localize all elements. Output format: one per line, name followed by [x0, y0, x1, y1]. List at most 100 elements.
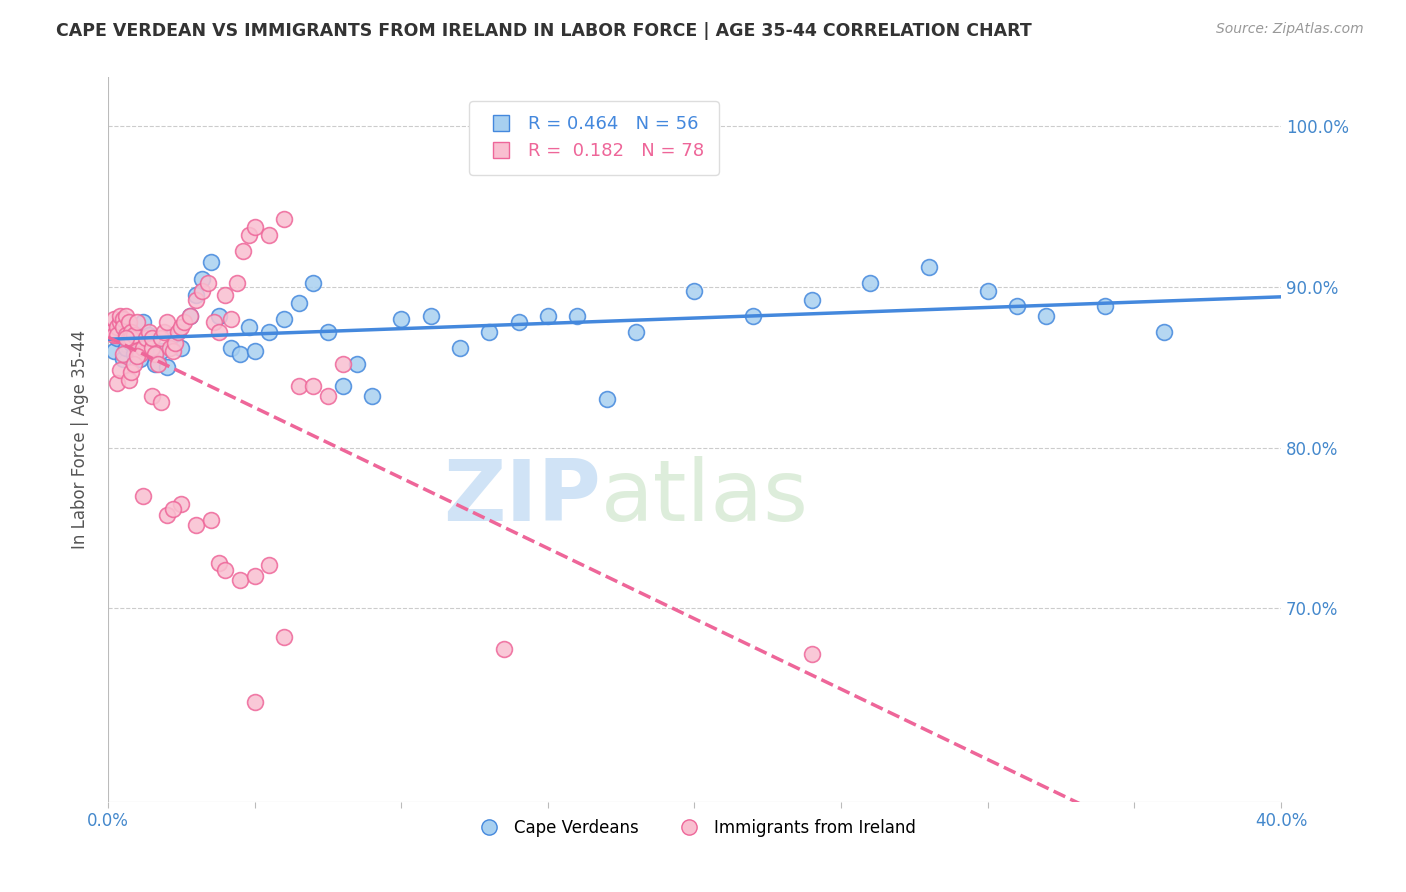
Text: ZIP: ZIP	[443, 456, 600, 539]
Point	[156, 360, 179, 375]
Point	[152, 325, 174, 339]
Point	[162, 343, 184, 358]
Point	[208, 309, 231, 323]
Point	[108, 309, 131, 323]
Point	[287, 379, 309, 393]
Point	[214, 287, 236, 301]
Point	[100, 325, 122, 339]
Point	[419, 309, 441, 323]
Point	[114, 309, 136, 323]
Legend: Cape Verdeans, Immigrants from Ireland: Cape Verdeans, Immigrants from Ireland	[467, 813, 922, 844]
Point	[259, 228, 281, 243]
Point	[132, 489, 155, 503]
Point	[129, 347, 152, 361]
Point	[683, 285, 706, 299]
Point	[111, 311, 134, 326]
Point	[742, 309, 765, 323]
Point	[800, 647, 823, 661]
Point	[111, 319, 134, 334]
Point	[127, 349, 149, 363]
Point	[232, 244, 254, 259]
Point	[191, 271, 214, 285]
Point	[141, 389, 163, 403]
Point	[156, 508, 179, 523]
Point	[170, 497, 193, 511]
Point	[103, 327, 125, 342]
Point	[141, 341, 163, 355]
Point	[332, 379, 354, 393]
Point	[595, 392, 617, 407]
Point	[208, 557, 231, 571]
Point	[219, 311, 242, 326]
Point	[117, 315, 139, 329]
Point	[114, 341, 136, 355]
Point	[184, 293, 207, 307]
Point	[143, 357, 166, 371]
Point	[977, 285, 1000, 299]
Point	[302, 379, 325, 393]
Point	[226, 277, 249, 291]
Point	[200, 255, 222, 269]
Point	[141, 331, 163, 345]
Point	[316, 325, 339, 339]
Point	[105, 331, 128, 345]
Point	[143, 347, 166, 361]
Point	[117, 331, 139, 345]
Point	[117, 373, 139, 387]
Point	[124, 347, 146, 361]
Text: atlas: atlas	[600, 456, 808, 539]
Point	[238, 319, 260, 334]
Point	[105, 319, 128, 334]
Point	[918, 260, 941, 275]
Point	[259, 558, 281, 572]
Point	[273, 212, 295, 227]
Point	[149, 343, 172, 358]
Point	[214, 563, 236, 577]
Point	[567, 309, 589, 323]
Point	[492, 641, 515, 656]
Point	[162, 327, 184, 342]
Point	[124, 327, 146, 342]
Point	[184, 287, 207, 301]
Point	[1153, 325, 1175, 339]
Point	[120, 331, 142, 345]
Point	[229, 347, 252, 361]
Point	[120, 365, 142, 379]
Point	[114, 331, 136, 345]
Point	[135, 331, 157, 345]
Point	[243, 220, 266, 235]
Point	[259, 325, 281, 339]
Point	[103, 343, 125, 358]
Point	[173, 315, 195, 329]
Point	[191, 285, 214, 299]
Point	[111, 347, 134, 361]
Point	[197, 277, 219, 291]
Point	[800, 293, 823, 307]
Point	[105, 327, 128, 342]
Point	[478, 325, 501, 339]
Point	[100, 325, 122, 339]
Point	[120, 335, 142, 350]
Point	[346, 357, 368, 371]
Point	[132, 315, 155, 329]
Point	[114, 327, 136, 342]
Point	[170, 319, 193, 334]
Point	[537, 309, 560, 323]
Point	[508, 315, 530, 329]
Point	[332, 357, 354, 371]
Point	[184, 517, 207, 532]
Point	[200, 513, 222, 527]
Point	[624, 325, 647, 339]
Point	[117, 319, 139, 334]
Point	[208, 325, 231, 339]
Point	[105, 376, 128, 391]
Point	[129, 352, 152, 367]
Point	[120, 325, 142, 339]
Point	[127, 315, 149, 329]
Point	[202, 315, 225, 329]
Point	[316, 389, 339, 403]
Point	[127, 343, 149, 358]
Point	[149, 395, 172, 409]
Point	[167, 325, 190, 339]
Point	[149, 331, 172, 345]
